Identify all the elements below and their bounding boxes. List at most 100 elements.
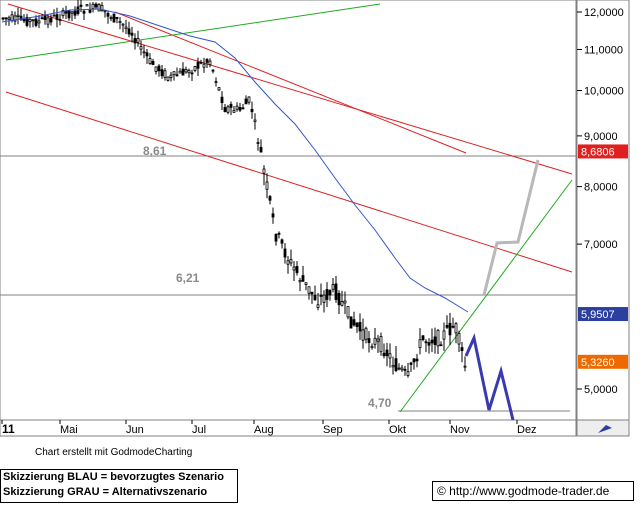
candle-body [181, 68, 185, 76]
candle-body [130, 32, 134, 36]
candle-body [310, 291, 314, 295]
candle-body [361, 329, 365, 341]
blue-scenario-path [464, 333, 515, 421]
price-axis [576, 0, 630, 421]
candle-body [319, 294, 323, 297]
candle-body [400, 367, 404, 371]
candle-body [13, 15, 17, 22]
candle-body [127, 28, 131, 35]
candle-body [391, 365, 395, 368]
candle-body [241, 107, 245, 110]
candle-body [334, 283, 338, 300]
candle-body [259, 146, 263, 153]
candle-body [304, 282, 308, 285]
candle-body [109, 17, 113, 19]
candle-body [424, 341, 428, 344]
candle-body [100, 4, 104, 12]
candle-body [349, 316, 353, 329]
candle-body [64, 10, 68, 14]
time-axis [0, 419, 577, 437]
candle-body [82, 10, 86, 14]
candle-body [4, 17, 8, 20]
candle-body [358, 322, 362, 332]
candle-body [187, 69, 191, 74]
candle-body [328, 290, 332, 296]
copyright-link[interactable]: © http://www.godmode-trader.de [432, 481, 634, 501]
candle-body [163, 70, 167, 78]
candle-body [202, 63, 206, 68]
candle-body [118, 21, 122, 23]
trendline [5, 3, 381, 61]
candle-body [55, 14, 59, 20]
candle-body [10, 14, 14, 22]
candle-body [277, 232, 281, 235]
gray-scenario-path [482, 159, 540, 296]
candle-body [22, 19, 26, 22]
time-axis-ticks: 11 Mai Jun Jul Aug Sep Okt Nov Dez [1, 420, 537, 436]
price-marker-box [578, 354, 628, 369]
candle-body [325, 289, 329, 300]
x-tick-label: Sep [323, 424, 343, 436]
candle-body [364, 327, 368, 340]
legend-gray: Skizzierung GRAU = Alternativszenario [3, 486, 208, 498]
candle-body [106, 12, 110, 17]
candle-body [124, 26, 128, 30]
candle-body [421, 335, 425, 341]
level-label-6-21: 6,21 [176, 271, 200, 285]
y-tick-label: 7,0000 [584, 239, 618, 251]
candle-body [376, 338, 380, 342]
candle-body [268, 196, 272, 201]
x-tick-label: Mai [60, 424, 78, 436]
candle-body [412, 358, 416, 363]
pen-icon[interactable] [598, 425, 612, 433]
y-tick-label: 9,0000 [584, 131, 618, 143]
y-tick-label: 12,0000 [584, 7, 624, 19]
candle-body [133, 38, 137, 44]
candle-body [301, 275, 305, 282]
candle-body [220, 96, 224, 104]
candle-body [136, 38, 140, 43]
price-marker-box [578, 307, 628, 322]
candle-body [169, 74, 173, 78]
price-marker-label: 5,9507 [581, 309, 615, 321]
candle-body [256, 142, 260, 144]
candle-body [172, 71, 176, 76]
candle-body [292, 266, 296, 271]
candle-body [346, 306, 350, 318]
candle-body [196, 61, 200, 69]
trendline [7, 3, 573, 175]
candle-body [415, 358, 419, 362]
candle-body [445, 325, 449, 328]
candle-body [70, 11, 74, 14]
candle-body [91, 3, 95, 10]
candle-body [208, 60, 212, 66]
candle-body [103, 10, 107, 13]
candle-body [214, 81, 218, 84]
candle-body [151, 61, 155, 66]
level-label-4-70: 4,70 [368, 396, 392, 410]
candle-body [31, 19, 35, 22]
candle-body [313, 294, 317, 301]
candle-body [160, 69, 164, 77]
candle-body [157, 65, 161, 72]
candle-body [49, 17, 53, 23]
trendline [5, 91, 573, 273]
candle-body [379, 336, 383, 353]
price-marker-label: 5,3260 [581, 357, 615, 369]
candle-body [388, 353, 392, 359]
candle-body [28, 18, 32, 22]
candle-body [385, 349, 389, 357]
candle-body [253, 119, 257, 123]
candle-body [262, 168, 266, 174]
x-tick-label: Jun [126, 424, 144, 436]
candle-body [97, 4, 101, 12]
candle-body [217, 87, 221, 91]
candle-body [37, 20, 41, 24]
candle-body [145, 52, 149, 57]
candle-body [337, 292, 341, 306]
x-tick-label: 11 [2, 422, 15, 436]
candle-body [25, 16, 29, 26]
candle-body [439, 344, 443, 347]
candle-body [250, 108, 254, 113]
chart-credit: Chart erstellt mit GodmodeCharting [35, 447, 192, 458]
